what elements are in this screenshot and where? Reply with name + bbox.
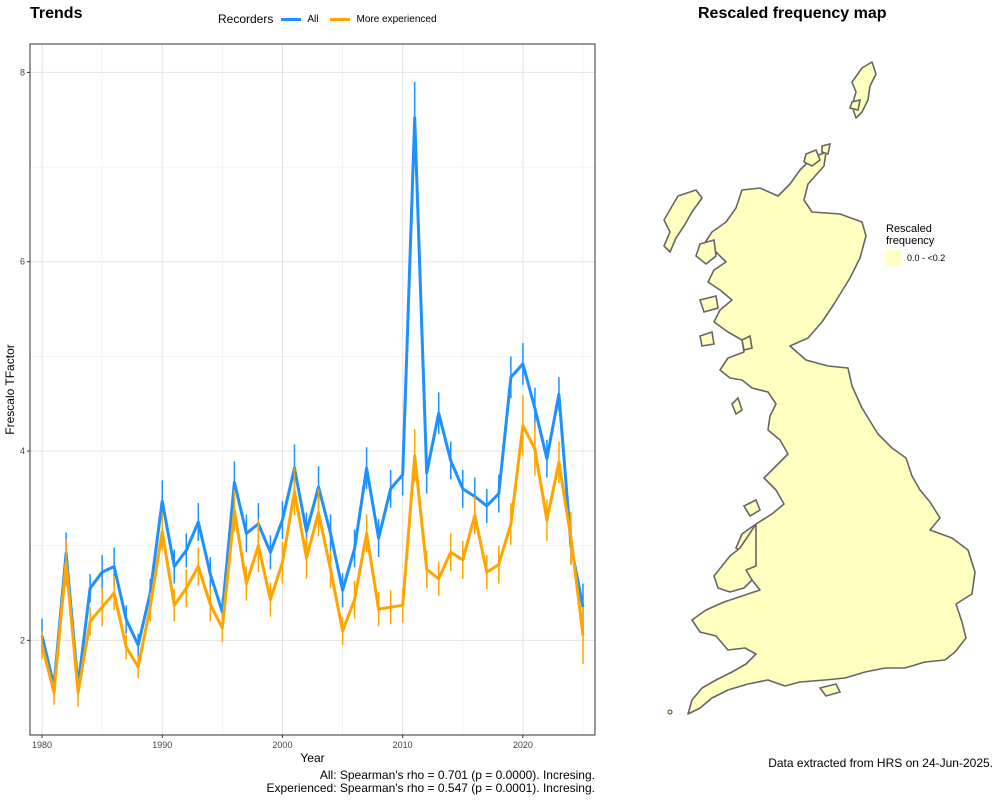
x-tick-label: 2020 [513, 740, 533, 750]
x-axis-label: Year [300, 751, 324, 765]
map-legend-swatch [886, 250, 902, 266]
legend-label-all: All [307, 13, 319, 25]
y-tick-label: 6 [20, 257, 25, 267]
legend-swatch-all [281, 17, 302, 21]
spearman-experienced: Experienced: Spearman's rho = 0.547 (p =… [266, 781, 596, 795]
legend-swatch-experienced [330, 17, 351, 21]
legend-title: Recorders [218, 12, 274, 26]
axis-layer: 2 4 6 8 1980 1990 2000 2010 2020 [20, 43, 596, 750]
mull-shape [698, 295, 719, 313]
spearman-all: All: Spearman's rho = 0.701 (p = 0.0000)… [319, 768, 595, 782]
shetland-shape-2 [848, 98, 862, 111]
orkney-shape-2 [821, 142, 832, 156]
x-tick-label: 1980 [32, 740, 52, 750]
map-legend-item: 0.0 - <0.2 [886, 250, 945, 266]
trends-chart: 2 4 6 8 1980 1990 2000 2010 2020 Year Frescalo T… [3, 43, 596, 765]
x-tick-label: 1990 [152, 740, 172, 750]
gb-map [663, 61, 976, 715]
x-tick-label: 2010 [393, 740, 413, 750]
series-line-all [40, 116, 585, 688]
y-axis-label: Frescalo TFactor [3, 344, 17, 434]
trends-title: Trends [30, 5, 83, 22]
islay-shape [699, 330, 715, 347]
source-note: Data extracted from HRS on 24-Jun-2025. [768, 756, 993, 770]
map-legend-item-label: 0.0 - <0.2 [907, 253, 946, 263]
scilly-isles-shape [667, 709, 673, 715]
series-line-experienced [40, 424, 585, 694]
anglesey-shape [742, 498, 761, 518]
isle-of-man-shape [731, 396, 743, 416]
wales-coast-shape [713, 523, 757, 593]
y-tick-label: 8 [20, 67, 25, 77]
gb-mainland-shape [687, 151, 976, 715]
data-layer [40, 81, 585, 707]
map-title: Rescaled frequency map [698, 5, 887, 22]
isle-of-wight-shape [818, 683, 842, 697]
plot-background [30, 44, 595, 735]
arran-shape [741, 334, 753, 351]
outer-hebrides-shape [663, 189, 703, 253]
y-tick-label: 2 [20, 635, 25, 645]
x-tick-label: 2000 [272, 740, 292, 750]
plot-border [29, 43, 596, 736]
chart-legend: Recorders All More experienced [218, 12, 437, 26]
map-legend: Rescaled frequency 0.0 - <0.2 [886, 223, 945, 266]
orkney-shape [803, 148, 821, 167]
y-tick-label: 4 [20, 446, 25, 456]
map-legend-title-line1: Rescaled [886, 223, 932, 235]
map-legend-title-line2: frequency [886, 235, 935, 247]
skye-shape [695, 238, 717, 266]
legend-label-experienced: More experienced [356, 13, 437, 25]
